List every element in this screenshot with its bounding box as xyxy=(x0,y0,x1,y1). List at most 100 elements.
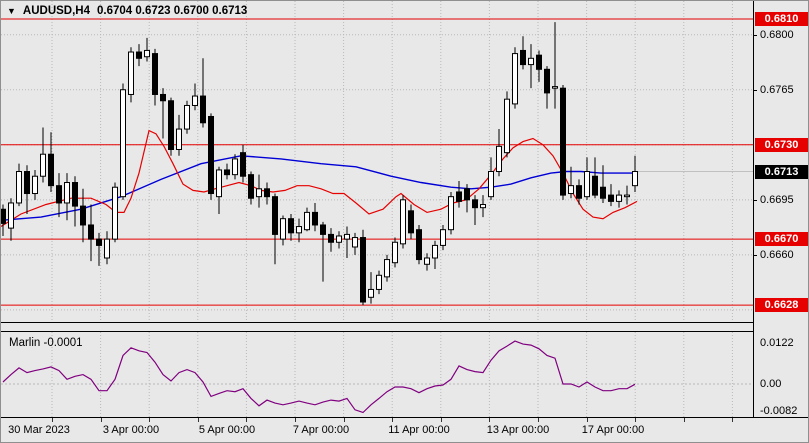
candle xyxy=(312,202,318,232)
candle xyxy=(488,157,494,200)
candle xyxy=(304,207,310,232)
candle xyxy=(64,173,70,221)
candle xyxy=(96,232,102,266)
candle xyxy=(352,232,358,255)
candle xyxy=(544,66,550,109)
time-axis-label: 13 Apr 00:00 xyxy=(486,424,550,436)
candle xyxy=(408,204,414,240)
candle xyxy=(448,191,454,235)
price-axis[interactable]: 0.6810 0.6800 0.6765 0.6730 0.6713 0.6695 0.66… xyxy=(753,1,808,418)
panel-separator xyxy=(1,331,753,332)
time-axis[interactable]: 30 Mar 2023 3 Apr 00:00 5 Apr 00:00 7 Apr 0… xyxy=(1,418,808,442)
candle xyxy=(24,165,30,214)
time-axis-tick xyxy=(100,418,102,422)
time-axis-tick xyxy=(246,418,248,422)
candle-body xyxy=(400,199,406,245)
current-price-badge: 0.6713 xyxy=(755,164,808,179)
ma-fast-red-line xyxy=(1,129,638,228)
time-axis-label: 7 Apr 00:00 xyxy=(292,424,350,436)
candle-body xyxy=(448,196,454,231)
candle xyxy=(88,204,94,262)
candle-body xyxy=(456,191,462,202)
candle-body xyxy=(536,54,542,70)
marlin-indicator-canvas[interactable] xyxy=(1,332,753,417)
candle-body xyxy=(496,145,502,173)
candle xyxy=(480,195,486,218)
candle-body xyxy=(280,218,286,240)
price-level-badge: 0.6810 xyxy=(755,12,808,26)
candle-body xyxy=(608,194,614,202)
candle xyxy=(72,176,78,227)
candle xyxy=(344,226,350,258)
candle-body xyxy=(16,171,22,204)
candle-body xyxy=(96,238,102,246)
candle xyxy=(520,36,526,70)
candle-body xyxy=(464,188,470,201)
candle-body xyxy=(32,175,38,195)
candle xyxy=(208,113,214,200)
candle-body xyxy=(544,68,550,94)
candle-body xyxy=(200,95,206,124)
candle-body xyxy=(472,199,478,209)
candle xyxy=(240,144,246,183)
candle xyxy=(112,182,118,243)
candle-body xyxy=(296,226,302,234)
candle-body xyxy=(344,233,350,240)
candle xyxy=(512,47,518,109)
candle xyxy=(440,224,446,251)
time-axis-tick xyxy=(343,418,345,422)
candle xyxy=(416,224,422,265)
candle-body xyxy=(352,237,358,248)
time-axis-label: 17 Apr 00:00 xyxy=(581,424,645,436)
time-axis-label: 11 Apr 00:00 xyxy=(388,424,450,436)
candle xyxy=(224,163,230,180)
candle xyxy=(328,228,334,252)
candle xyxy=(232,154,238,180)
symbol-dropdown-icon[interactable]: ▼ xyxy=(7,5,16,16)
candle xyxy=(608,184,614,207)
candle-body xyxy=(208,115,214,195)
indicator-axis-label: 0.00 xyxy=(760,378,782,390)
indicator-axis-label: 0.0122 xyxy=(760,337,794,350)
candle-body xyxy=(616,194,622,202)
time-axis-tick xyxy=(538,418,539,422)
time-axis-tick xyxy=(732,418,734,422)
candle-body xyxy=(424,257,430,265)
candle xyxy=(144,37,150,62)
candle-body xyxy=(376,274,382,290)
price-level-badge: 0.6730 xyxy=(755,137,808,152)
candle xyxy=(264,182,270,205)
candle-body xyxy=(224,169,230,176)
candle-body xyxy=(120,89,126,198)
candle xyxy=(136,44,142,67)
candle xyxy=(248,171,254,205)
candle xyxy=(160,88,166,139)
candle-body xyxy=(392,241,398,264)
candle xyxy=(1,204,6,236)
candle-body xyxy=(576,185,582,199)
time-axis-tick xyxy=(683,418,685,422)
time-axis-tick xyxy=(295,418,296,422)
price-axis-tick xyxy=(753,254,757,256)
candle xyxy=(592,157,598,199)
candle-body xyxy=(624,194,630,198)
candle xyxy=(424,253,430,271)
candle-body xyxy=(568,185,574,195)
panel-separator xyxy=(1,417,808,418)
candle-body xyxy=(104,238,110,259)
candle xyxy=(128,47,134,103)
candle-body xyxy=(512,53,518,105)
candle xyxy=(56,173,62,218)
chart-title: ▼ AUDUSD,H4 0.6704 0.6723 0.6700 0.6713 xyxy=(7,5,247,17)
symbol-timeframe-label: AUDUSD,H4 xyxy=(22,5,91,17)
candle xyxy=(568,166,574,199)
candle-body xyxy=(64,182,70,204)
candle xyxy=(552,22,558,109)
candle-body xyxy=(552,86,558,89)
candle-body xyxy=(176,128,182,151)
price-chart-canvas[interactable] xyxy=(1,1,753,322)
candle xyxy=(8,198,14,241)
candle-body xyxy=(136,51,142,59)
candle xyxy=(384,254,390,282)
